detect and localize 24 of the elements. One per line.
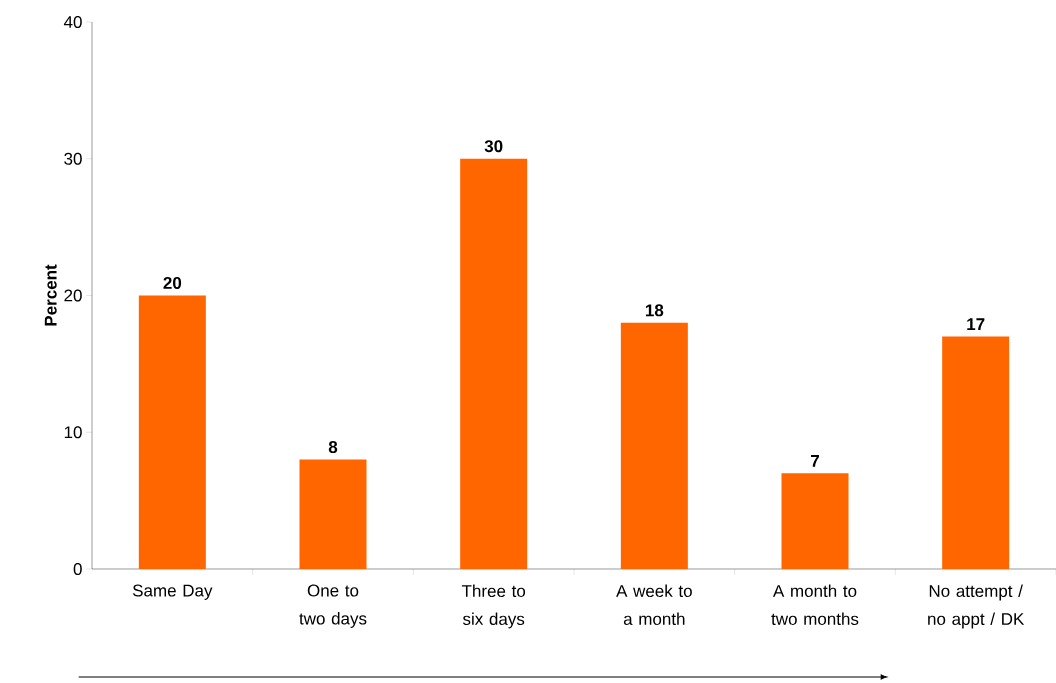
data-label: 7 — [811, 455, 819, 467]
x-tick-label: A month to two months — [771, 584, 859, 626]
bar — [299, 459, 367, 569]
bar — [942, 336, 1010, 569]
y-tick-label: 20 — [64, 289, 82, 302]
data-label: 17 — [967, 318, 985, 330]
data-label: 20 — [163, 276, 182, 289]
data-label: 8 — [328, 441, 338, 454]
bar — [781, 473, 849, 569]
bar — [138, 295, 206, 569]
x-tick-label: One to two days — [299, 584, 367, 628]
x-tick-label: A week to a month — [616, 584, 692, 626]
y-tick-label: 0 — [73, 562, 82, 576]
y-tick-label: 40 — [63, 15, 82, 29]
y-axis-title: Percent — [44, 264, 57, 326]
bar — [460, 158, 528, 569]
x-tick-label: Same Day — [132, 584, 213, 600]
data-label: 18 — [645, 304, 664, 317]
y-tick-label: 10 — [64, 426, 82, 439]
data-label: 30 — [484, 140, 503, 153]
x-tick-label: No attempt / no appt / DK — [928, 584, 1025, 629]
bar — [620, 322, 688, 569]
x-tick-label: Three to six days — [461, 584, 526, 629]
y-tick-label: 30 — [64, 152, 82, 165]
